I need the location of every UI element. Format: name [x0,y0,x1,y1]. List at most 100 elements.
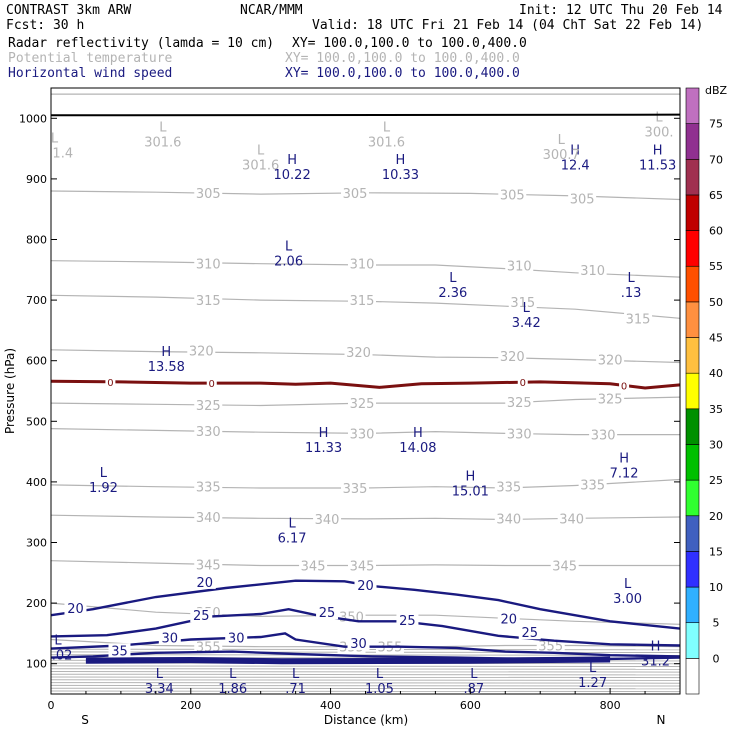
field-xy-reflectivity: XY= 100.0,100.0 to 100.0,400.0 [292,36,527,51]
theta-label-bg [194,510,223,525]
colorbar-swatch [685,194,700,231]
theta-label: 340 [496,512,521,527]
theta-label: 310 [350,258,375,273]
y-axis-title: Pressure (hPa) [3,348,17,434]
wind-label: 20 [357,579,374,594]
extremum-type: H [413,426,423,441]
model-title: CONTRAST 3km ARW [6,3,132,18]
theta-contour-315 [51,294,680,319]
theta-label-bg [578,477,607,492]
wind-label-bg [64,600,87,615]
x-tick-label: 400 [320,699,341,712]
theta-label: 335 [343,482,368,497]
theta-label-bg [194,256,223,271]
colorbar-level: 65 [709,189,723,202]
extremum-value: 3.34 [145,682,174,697]
theta-extremum-value: 301.4 [36,147,73,162]
wind-label-bg [193,574,216,589]
extremum-value: 1.86 [218,682,247,697]
colorbar-level: 40 [709,367,723,380]
x-tick-label: 200 [180,699,201,712]
extremum-type: L [288,516,296,531]
theta-label: 310 [196,258,221,273]
extremum-value: 3.42 [512,316,541,331]
theta-label: 340 [196,511,221,526]
theta-label-bg [187,343,216,358]
theta-label: 320 [346,346,371,361]
freezing-level: 0 0 0 0 [51,375,680,392]
theta-extremum-type: L [383,121,391,136]
surface-line [50,113,681,117]
valid-time: Valid: 18 UTC Fri 21 Feb 14 (04 ChT Sat … [312,18,704,33]
wind-label-bg [108,643,131,658]
theta-label-bg [348,396,377,411]
theta-extremum-value: 300. [645,125,674,140]
theta-contour-335 [51,478,680,489]
theta-label: 310 [580,264,605,279]
theta-label-bg [348,293,377,308]
theta-label-bg [194,293,223,308]
theta-label: 320 [598,353,623,368]
extremum-type: H [161,345,171,360]
upper-theta-line [51,676,680,679]
colorbar-level: 20 [709,510,723,523]
upper-theta-line [51,687,680,690]
y-tick-label: 300 [26,537,47,550]
wind-label: 25 [521,626,538,641]
theta-label-bg [348,426,377,441]
theta-label-bg [348,256,377,271]
upper-theta-line [51,673,680,676]
wind-label: 30 [162,632,179,647]
theta-extremum-value: 301.6 [368,136,405,151]
theta-label-bg [557,511,586,526]
wind-label: 30 [350,637,367,652]
theta-label-bg [313,511,342,526]
wind-contour-core [85,658,611,663]
wind-contour-core [85,660,611,665]
colorbar-swatch [685,479,700,517]
upper-theta-line [51,671,680,673]
extremum-value: 13.58 [148,360,185,375]
theta-label: 325 [598,392,623,407]
colorbar-swatch [685,123,700,160]
theta-label-bg [194,423,223,438]
wind-contours: 20 20 20 20 25 25 25 25 30 30 30 35 [51,574,680,665]
theta-label-bg [505,258,534,273]
extremum-value: .87 [463,682,484,697]
theta-label-bg [494,479,523,494]
freezing-label: 0 [209,379,215,390]
freezing-line [51,379,680,390]
colorbar-level: 25 [709,474,723,487]
extremum-type: H [619,452,629,467]
theta-label: 330 [591,429,616,444]
colorbar-level: 60 [709,225,723,238]
extremum-value: 10.22 [274,168,311,183]
theta-label: 325 [196,399,221,414]
theta-label: 345 [301,560,326,575]
wind-label: 30 [228,632,245,647]
extremum-type: H [287,153,297,168]
y-tick-label: 800 [26,234,47,247]
wind-label: 20 [196,576,213,591]
y-tick-label: 200 [26,597,47,610]
y-tick-label: 600 [26,355,47,368]
extremum-value: 12.4 [561,159,590,174]
extremum-value: 3.00 [613,592,642,607]
theta-label-bg [341,480,370,495]
wind-label: 25 [319,606,336,621]
extremum-value: 6.17 [278,531,307,546]
theta-label-bg [498,348,527,363]
colorbar-swatch [685,87,700,124]
extremum-type: L [229,667,237,682]
theta-contour-310 [51,260,680,278]
extremum-value: .71 [285,682,306,697]
theta-label-bg [194,185,223,200]
extremum-value: 1.27 [578,676,607,691]
colorbar-level: 45 [709,332,723,345]
wind-label: 25 [399,614,416,629]
colorbar-swatch [685,372,700,410]
x-tick-label: 800 [600,699,621,712]
theta-label: 340 [559,512,584,527]
colorbar: dBZ 0 5 10 15 20 25 30 35 40 45 50 55 60 65 70 75 [685,84,728,695]
